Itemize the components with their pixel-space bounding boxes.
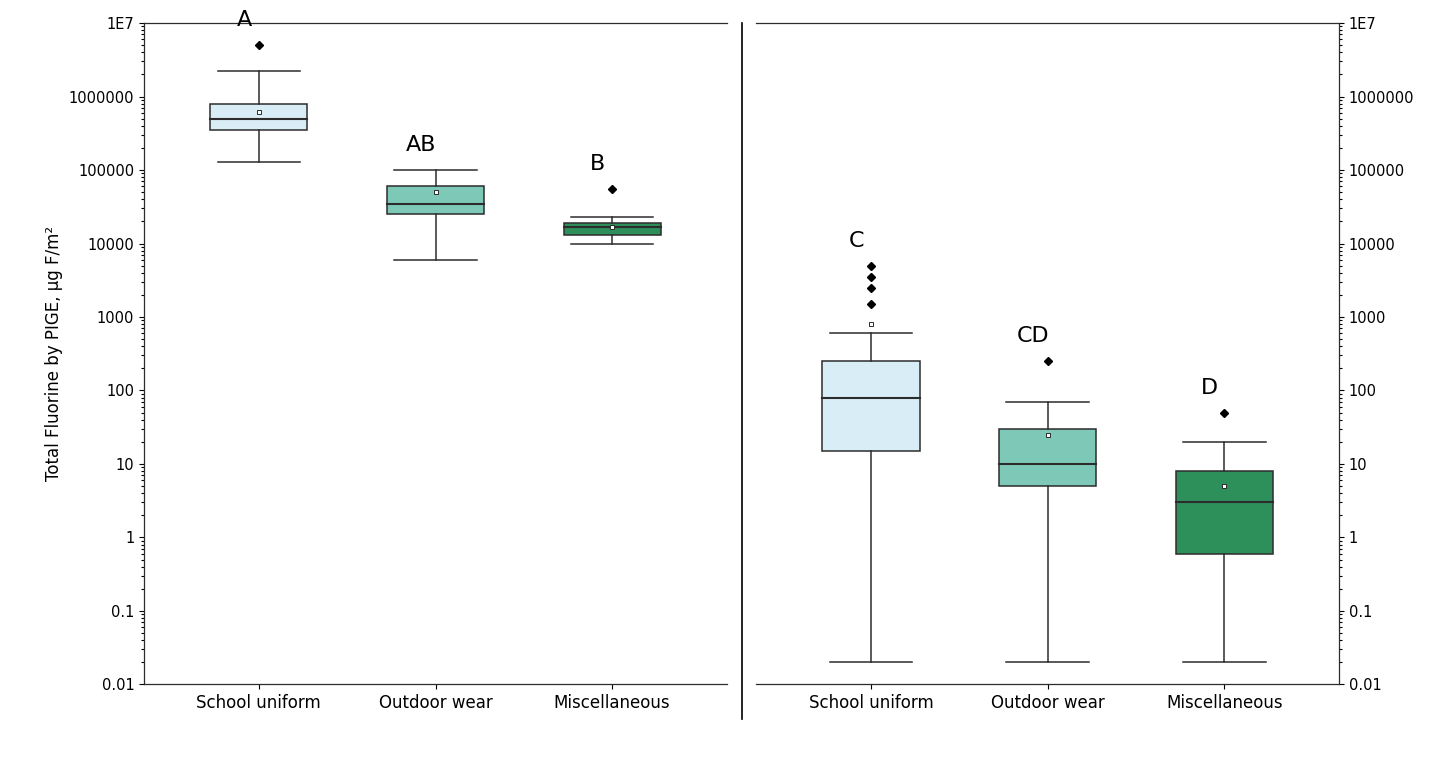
Y-axis label: Total Fluorine by PIGE, μg F/m²: Total Fluorine by PIGE, μg F/m² bbox=[45, 226, 63, 481]
Text: C: C bbox=[848, 231, 864, 251]
Text: AB: AB bbox=[406, 135, 436, 155]
Text: A: A bbox=[236, 10, 252, 30]
Bar bbox=[387, 186, 484, 215]
Bar bbox=[210, 104, 307, 130]
Text: CD: CD bbox=[1017, 326, 1050, 346]
Bar bbox=[999, 429, 1096, 486]
Bar bbox=[1176, 471, 1273, 554]
Bar bbox=[822, 361, 920, 451]
Bar bbox=[563, 223, 661, 235]
Text: B: B bbox=[590, 154, 605, 174]
Text: D: D bbox=[1201, 378, 1218, 398]
